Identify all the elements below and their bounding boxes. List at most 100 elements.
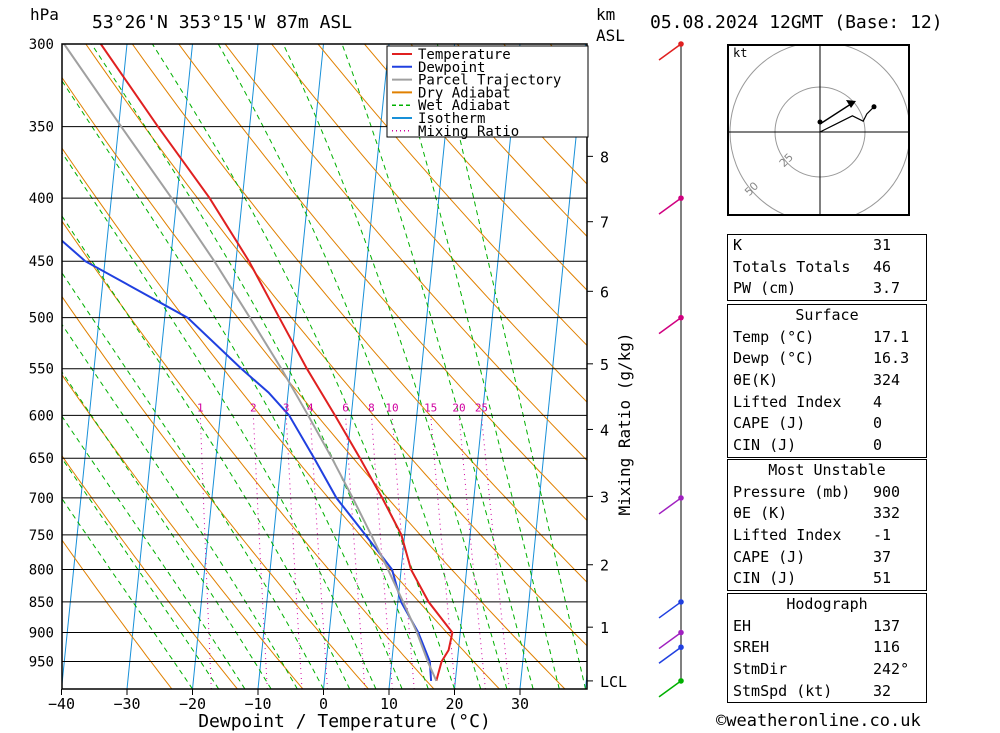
hodograph-ring-label: 25	[777, 151, 796, 170]
temperature-tick-label: −10	[244, 695, 271, 713]
pressure-tick-label: 700	[29, 491, 54, 507]
surface-table: Surface Temp (°C) 17.1 Dewp (°C) 16.3 θE(K) 3…	[727, 304, 927, 458]
row-value: 137	[873, 616, 901, 635]
dry-adiabat-line	[363, 44, 587, 291]
row-label: Lifted Index	[733, 526, 842, 545]
dry-adiabat-line	[62, 374, 304, 689]
table-row: Temp (°C) 17.1	[728, 327, 926, 349]
table-row: Dewp (°C) 16.3	[728, 348, 926, 370]
mixing-ratio-line	[252, 415, 268, 689]
km-tick-label: 7	[600, 214, 609, 232]
legend-label: Parcel Trajectory	[418, 73, 561, 89]
isotherm-line	[126, 44, 193, 689]
dry-adiabat-line	[62, 220, 435, 689]
dry-adiabat-line	[62, 539, 173, 689]
pressure-tick-label: 450	[29, 254, 54, 270]
row-label: Dewp (°C)	[733, 349, 815, 368]
hodograph-table: Hodograph EH 137 SREH 116 StmDir 242° StmSpd (…	[727, 593, 927, 704]
row-label: θE (K)	[733, 504, 788, 523]
pressure-tick-label: 900	[29, 626, 54, 642]
hodograph-end-dot	[871, 104, 877, 110]
row-label: θE(K)	[733, 371, 779, 390]
wind-barb	[658, 43, 682, 61]
dry-adiabat-line	[224, 44, 587, 462]
table-row: Pressure (mb) 900	[728, 482, 926, 504]
copyright-label: ©weatheronline.co.uk	[716, 711, 921, 731]
wind-barb	[658, 646, 682, 664]
hodograph-trace	[819, 106, 875, 133]
dry-adiabat-line	[410, 44, 587, 238]
dry-adiabat-line	[62, 295, 369, 689]
km-tick-label: 6	[600, 283, 609, 301]
temperature-tick-label: 10	[380, 695, 398, 713]
mixing-ratio-line	[480, 415, 510, 689]
km-unit-label: km	[596, 5, 616, 24]
row-value: 16.3	[873, 349, 910, 368]
mixing-ratio-label: 10	[385, 401, 398, 414]
pressure-tick-label: 400	[29, 191, 54, 207]
mixing-ratio-line	[458, 415, 486, 689]
row-value: 116	[873, 638, 901, 657]
pressure-tick-label: 600	[29, 408, 54, 424]
row-value: 32	[873, 681, 892, 700]
wind-barb	[658, 497, 682, 515]
table-row: CAPE (J) 37	[728, 547, 926, 569]
mixing-ratio-label: 6	[342, 401, 349, 414]
row-value: 900	[873, 482, 901, 501]
dry-adiabat-line	[62, 455, 238, 689]
temperature-tick-label: −30	[113, 695, 140, 713]
temperature-tick-label: 0	[319, 695, 328, 713]
dry-adiabat-line	[270, 44, 587, 403]
row-label: Lifted Index	[733, 392, 842, 411]
hodograph-panel: 255075 kt	[684, 0, 956, 268]
plot-area	[62, 44, 587, 689]
pressure-tick-label: 800	[29, 562, 54, 578]
row-label: StmSpd (kt)	[733, 681, 833, 700]
pressure-tick-label: 850	[29, 595, 54, 611]
isotherm-line	[323, 44, 390, 689]
table-row: Totals Totals 46	[728, 257, 926, 279]
row-label: CIN (J)	[733, 569, 797, 588]
row-label: Temp (°C)	[733, 327, 815, 346]
pressure-tick-label: 750	[29, 528, 54, 544]
pressure-tick-label: 300	[29, 37, 54, 53]
row-value: 332	[873, 504, 901, 523]
isotherm-line	[257, 44, 324, 689]
km-tick-label: 2	[600, 557, 609, 575]
dry-adiabat-line	[178, 44, 587, 522]
km-tick-label: 1	[600, 619, 609, 637]
legend-label: Mixing Ratio	[418, 124, 519, 140]
wet-adiabat-line	[217, 44, 482, 689]
wind-barb	[658, 197, 682, 215]
wind-barb	[658, 631, 682, 650]
isotherm-line	[62, 44, 128, 689]
most-unstable-table: Most Unstable Pressure (mb) 900 θE (K) 332 L…	[727, 459, 927, 592]
wet-adiabat-line	[62, 272, 324, 689]
mixing-ratio-label: 2	[250, 401, 257, 414]
pressure-tick-label: 650	[29, 451, 54, 467]
km-tick-label: 4	[600, 421, 609, 439]
legend-label: Wet Adiabat	[418, 98, 511, 114]
row-value: 0	[873, 436, 883, 455]
mixing-ratio-label: 15	[424, 401, 437, 414]
row-label: StmDir	[733, 660, 788, 679]
location-label: 53°26'N 353°15'W 87m ASL	[92, 12, 353, 33]
dry-adiabat-line	[62, 76, 566, 689]
pressure-tick-label: 950	[29, 655, 54, 671]
most-unstable-title: Most Unstable	[768, 461, 886, 479]
table-row: SREH 116	[728, 637, 926, 659]
table-row: Lifted Index 4	[728, 392, 926, 414]
wind-barb	[658, 680, 682, 698]
table-row: θE(K) 324	[728, 370, 926, 392]
mixing-ratio-axis-label: Mixing Ratio (g/kg)	[615, 332, 634, 515]
table-row: CAPE (J) 0	[728, 413, 926, 435]
series-line-dewpoint	[62, 239, 433, 681]
temperature-tick-label: 20	[445, 695, 463, 713]
row-label: Totals Totals	[733, 257, 851, 276]
mixing-ratio-label: 25	[475, 401, 488, 414]
row-value: 17.1	[873, 327, 910, 346]
dry-adiabat-line	[85, 44, 587, 647]
wet-adiabat-line	[341, 44, 534, 689]
